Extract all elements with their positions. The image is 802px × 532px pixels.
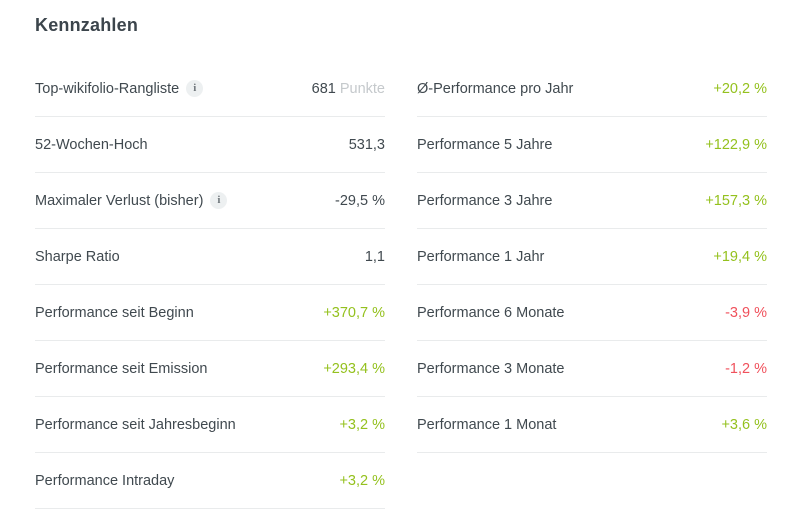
metrics-column-right: Ø-Performance pro Jahr +20,2 % Performan… (417, 61, 767, 453)
metric-value: +370,7 % (323, 305, 385, 321)
metric-label: Performance 5 Jahre (417, 136, 553, 153)
metric-value: 531,3 (349, 137, 385, 153)
metrics-column-left: Top-wikifolio-Rangliste i 681 Punkte 52-W… (35, 61, 385, 509)
metric-label-wrap: Performance 5 Jahre (417, 137, 552, 153)
metric-number: -29,5 % (335, 192, 385, 209)
metric-value: +157,3 % (705, 193, 767, 209)
metric-label: Performance Intraday (35, 472, 175, 489)
info-icon[interactable]: i (186, 80, 204, 97)
metric-row: Performance 3 Jahre +157,3 % (417, 173, 767, 229)
section-title: Kennzahlen (35, 15, 139, 35)
metric-unit: Punkte (339, 80, 385, 97)
metric-number: +3,2 % (339, 416, 385, 433)
metric-label: Performance seit Emission (35, 360, 208, 377)
metric-label-wrap: Performance seit Jahresbeginn (35, 417, 236, 433)
metric-value: -29,5 % (335, 193, 385, 209)
metric-row: 52-Wochen-Hoch 531,3 (35, 117, 385, 173)
metric-row: Maximaler Verlust (bisher) i -29,5 % (35, 173, 385, 229)
metric-row: Performance 6 Monate -3,9 % (417, 285, 767, 341)
metric-label-wrap: Sharpe Ratio (35, 249, 120, 265)
metric-number: 531,3 (348, 136, 385, 153)
metric-label: Performance 1 Jahr (417, 248, 545, 265)
metric-label: Maximaler Verlust (bisher) (35, 192, 204, 209)
metric-label: Performance 1 Monat (417, 416, 557, 433)
metric-row: Performance 5 Jahre +122,9 % (417, 117, 767, 173)
metric-number: +157,3 % (705, 192, 767, 209)
metric-number: -3,9 % (725, 304, 767, 321)
metric-label-wrap: Performance 6 Monate (417, 305, 565, 321)
metric-row: Performance seit Jahresbeginn +3,2 % (35, 397, 385, 453)
metric-value: +3,2 % (339, 473, 385, 489)
metric-row: Top-wikifolio-Rangliste i 681 Punkte (35, 61, 385, 117)
metric-label-wrap: 52-Wochen-Hoch (35, 137, 148, 153)
metric-value: 1,1 (365, 249, 385, 265)
metric-label-wrap: Performance seit Emission (35, 361, 207, 377)
metric-value: +293,4 % (323, 361, 385, 377)
metric-label: Performance seit Jahresbeginn (35, 416, 236, 433)
metric-value: +122,9 % (705, 137, 767, 153)
metric-number: 681 (311, 80, 336, 97)
metric-number: +370,7 % (323, 304, 385, 321)
metric-number: +19,4 % (713, 248, 767, 265)
metric-label: Performance seit Beginn (35, 304, 194, 321)
metric-value: +20,2 % (713, 81, 767, 97)
metric-label-wrap: Performance seit Beginn (35, 305, 194, 321)
metric-label: Top-wikifolio-Rangliste (35, 80, 180, 97)
metric-label: 52-Wochen-Hoch (35, 136, 148, 153)
info-icon[interactable]: i (210, 192, 228, 209)
metric-label-wrap: Maximaler Verlust (bisher) i (35, 192, 228, 209)
kennzahlen-section: Kennzahlen Top-wikifolio-Rangliste i 681… (35, 15, 767, 509)
metric-label-wrap: Performance 3 Monate (417, 361, 565, 377)
metric-number: 1,1 (364, 248, 385, 265)
metric-value: +3,2 % (339, 417, 385, 433)
metric-label-wrap: Top-wikifolio-Rangliste i (35, 80, 204, 97)
metric-label: Performance 3 Monate (417, 360, 565, 377)
metric-label: Performance 3 Jahre (417, 192, 553, 209)
metric-row: Ø-Performance pro Jahr +20,2 % (417, 61, 767, 117)
metric-label-wrap: Performance 1 Jahr (417, 249, 544, 265)
metric-label-wrap: Ø-Performance pro Jahr (417, 81, 573, 97)
metric-label-wrap: Performance Intraday (35, 473, 174, 489)
metric-number: +122,9 % (705, 136, 767, 153)
metric-label: Ø-Performance pro Jahr (417, 80, 574, 97)
metric-label: Sharpe Ratio (35, 248, 120, 265)
metric-number: -1,2 % (725, 360, 767, 377)
metric-value: 681 Punkte (312, 81, 385, 97)
metric-number: +293,4 % (323, 360, 385, 377)
metric-row: Performance seit Beginn +370,7 % (35, 285, 385, 341)
metrics-grid: Top-wikifolio-Rangliste i 681 Punkte 52-W… (35, 61, 767, 509)
metric-row: Performance 1 Monat +3,6 % (417, 397, 767, 453)
metric-label-wrap: Performance 1 Monat (417, 417, 556, 433)
metric-row: Sharpe Ratio 1,1 (35, 229, 385, 285)
metric-row: Performance 3 Monate -1,2 % (417, 341, 767, 397)
metric-number: +20,2 % (713, 80, 767, 97)
metric-row: Performance seit Emission +293,4 % (35, 341, 385, 397)
metric-value: +19,4 % (713, 249, 767, 265)
metric-row: Performance 1 Jahr +19,4 % (417, 229, 767, 285)
metric-value: +3,6 % (721, 417, 767, 433)
metric-number: +3,6 % (721, 416, 767, 433)
metric-number: +3,2 % (339, 472, 385, 489)
metric-label-wrap: Performance 3 Jahre (417, 193, 552, 209)
metric-value: -1,2 % (725, 361, 767, 377)
metric-label: Performance 6 Monate (417, 304, 565, 321)
metric-row: Performance Intraday +3,2 % (35, 453, 385, 509)
metric-value: -3,9 % (725, 305, 767, 321)
